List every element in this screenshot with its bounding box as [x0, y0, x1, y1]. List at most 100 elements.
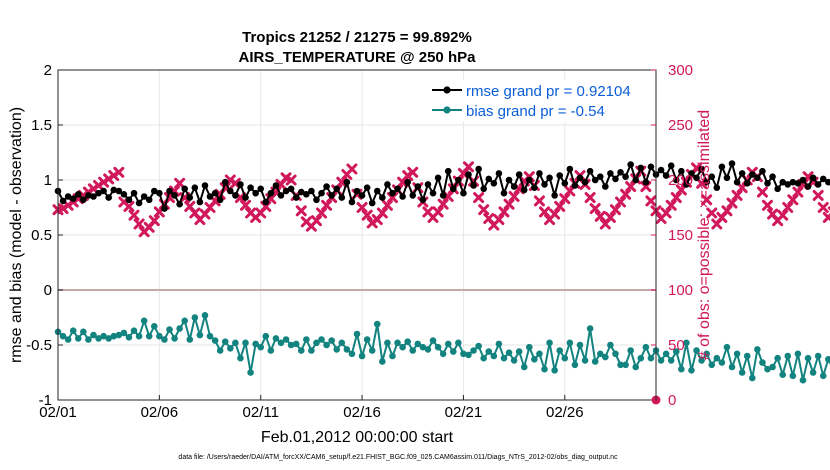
rmse-point	[688, 170, 695, 177]
legend-bias-label: bias grand pr = -0.54	[466, 103, 605, 120]
obs-assimilated-marker	[549, 208, 561, 220]
rmse-point	[292, 194, 300, 201]
y-left-tick-label-0: -1	[39, 392, 52, 409]
rmse-point	[764, 180, 771, 187]
obs-assimilated-marker	[174, 177, 186, 189]
bias-point	[303, 336, 310, 343]
bias-point	[591, 358, 599, 365]
rmse-point	[439, 192, 447, 199]
rmse-point	[546, 174, 553, 182]
bias-point	[115, 331, 123, 339]
bias-point	[434, 343, 442, 351]
obs-assimilated-marker	[665, 199, 677, 211]
rmse-point	[526, 176, 533, 184]
obs-assimilated-marker	[559, 193, 571, 205]
obs-assimilated-marker	[721, 205, 733, 217]
y-left-tick-label-2: 0	[44, 282, 52, 299]
bias-point	[272, 335, 280, 342]
rmse-point	[642, 178, 650, 186]
rmse-point	[789, 178, 797, 186]
bias-point	[318, 336, 325, 343]
bias-point	[389, 352, 396, 360]
bias-point	[809, 369, 817, 376]
rmse-point	[480, 185, 487, 193]
bias-point	[743, 352, 751, 360]
bias-point	[379, 358, 386, 365]
rmse-point	[105, 194, 112, 201]
rmse-point	[460, 189, 467, 197]
rmse-point	[647, 163, 655, 171]
bias-point	[779, 371, 786, 379]
rmse-point	[718, 163, 726, 171]
rmse-point	[262, 198, 270, 206]
bias-point	[748, 374, 756, 382]
rmse-point	[130, 189, 138, 197]
obs-assimilated-marker	[356, 202, 368, 213]
rmse-point	[166, 187, 173, 195]
bias-point	[262, 332, 270, 340]
bias-point	[277, 339, 285, 347]
rmse-point	[404, 178, 411, 186]
obs-assimilated-marker	[285, 174, 297, 186]
rmse-point	[561, 180, 569, 187]
rmse-point	[622, 173, 629, 180]
obs-assimilated-marker	[321, 199, 333, 211]
rmse-point	[449, 185, 457, 193]
bias-point	[520, 363, 528, 371]
obs-assimilated-marker	[645, 195, 657, 207]
rmse-point	[617, 169, 624, 176]
obs-assimilated-marker	[346, 163, 358, 175]
bias-point	[353, 330, 361, 338]
rmse-point	[541, 181, 548, 188]
bias-point	[764, 365, 771, 373]
rmse-point	[809, 174, 817, 182]
rmse-point	[733, 178, 741, 186]
bias-point	[191, 314, 199, 321]
bias-point	[211, 337, 219, 344]
bias-point	[718, 359, 726, 366]
rmse-point	[358, 192, 366, 199]
bias-point	[495, 340, 503, 348]
bias-point	[536, 350, 543, 358]
rmse-point	[140, 193, 148, 200]
obs-assimilated-marker	[498, 206, 510, 218]
series-layer	[52, 160, 830, 405]
rmse-point	[515, 171, 523, 178]
rmse-point	[819, 175, 827, 183]
rmse-point	[769, 173, 776, 180]
bias-point	[465, 351, 472, 359]
rmse-point	[95, 189, 102, 197]
rmse-point	[683, 181, 690, 188]
bias-point	[794, 350, 802, 358]
bias-point	[135, 332, 143, 340]
rmse-point	[485, 175, 493, 183]
rmse-point	[297, 188, 305, 196]
bias-point	[343, 346, 351, 353]
rmse-point	[69, 195, 77, 202]
rmse-point	[657, 166, 665, 174]
obs-assimilated-marker	[604, 211, 616, 223]
obs-assimilated-marker	[376, 207, 388, 219]
bias-point	[490, 352, 498, 360]
rmse-point	[779, 178, 786, 186]
rmse-point	[632, 176, 640, 184]
rmse-point	[252, 189, 259, 197]
rmse-point	[510, 183, 518, 190]
rmse-point	[394, 185, 401, 193]
obs-assimilated-marker	[432, 206, 444, 218]
rmse-point	[713, 184, 721, 191]
bias-point	[409, 347, 417, 354]
rmse-point	[247, 184, 254, 191]
bias-point	[267, 347, 275, 354]
obs-assimilated-marker	[589, 203, 601, 215]
x-tick-label-4: 02/21	[445, 404, 483, 421]
rmse-point	[571, 182, 579, 189]
bias-point	[754, 346, 761, 353]
bias-point	[470, 347, 477, 354]
bias-point	[328, 337, 335, 344]
rmse-point	[490, 180, 498, 187]
bias-point	[373, 320, 381, 328]
obs-assimilated-marker	[620, 188, 632, 200]
legend-bias-marker	[443, 106, 451, 114]
rmse-point	[429, 189, 437, 197]
